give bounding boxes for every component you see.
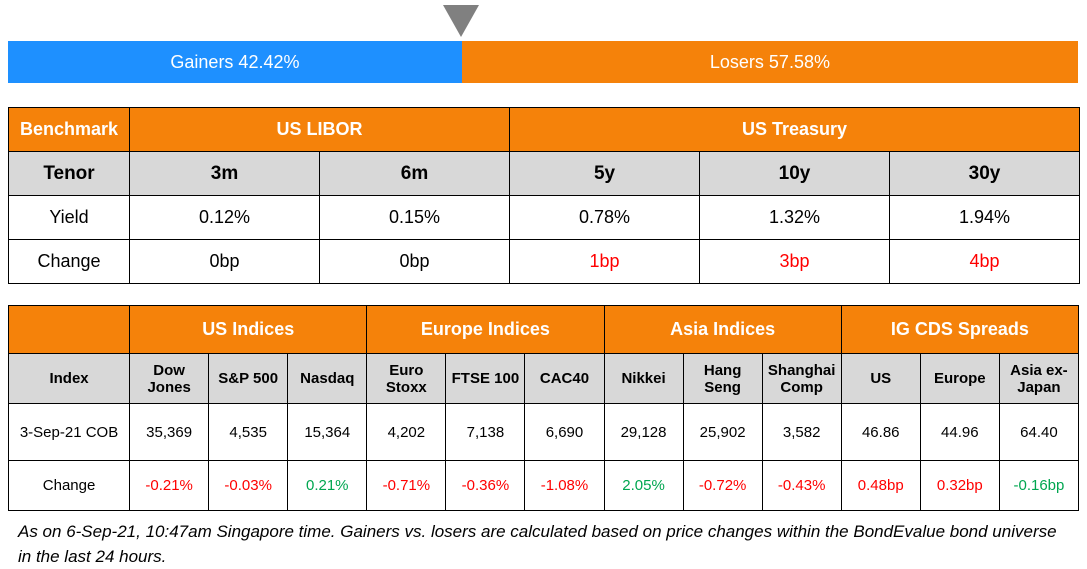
- index-value-cell: 25,902: [682, 403, 763, 461]
- index-column-header: Dow Jones: [129, 353, 210, 404]
- index-column-header-line: Japan: [1017, 378, 1061, 396]
- index-column-header-line: US: [870, 370, 892, 387]
- us-libor-header: US LIBOR: [128, 107, 511, 152]
- index-change-cell: 0.21%: [287, 460, 368, 511]
- index-column-header: Hang Seng: [682, 353, 763, 404]
- blank-header: [7, 305, 131, 354]
- index-value-cell: 46.86: [840, 403, 921, 461]
- rates-table: Benchmark US LIBOR US Treasury Tenor 3m …: [8, 107, 1081, 284]
- index-column-header-line: Stoxx: [385, 378, 427, 396]
- index-column-header-line: Shanghai: [767, 361, 836, 379]
- rate-change-cell: 0bp: [129, 239, 320, 284]
- index-change-cell: -0.03%: [208, 460, 289, 511]
- index-column-header-line: Dow: [153, 361, 185, 379]
- yield-cell: 0.78%: [509, 195, 701, 240]
- index-label: Index: [7, 353, 131, 404]
- change-label: Change: [8, 239, 130, 284]
- index-column-header: Shanghai Comp: [761, 353, 842, 404]
- index-change-cell: -0.71%: [366, 460, 447, 511]
- index-column-header-line: Nasdaq: [300, 370, 355, 387]
- index-change-cell: 2.05%: [603, 460, 684, 511]
- index-column-header: S&P 500: [208, 353, 289, 404]
- index-column-header-line: Nikkei: [621, 370, 666, 387]
- ig-cds-spreads-header: IG CDS Spreads: [840, 305, 1080, 354]
- footnote: As on 6-Sep-21, 10:47am Singapore time. …: [18, 522, 1057, 566]
- index-change-cell: -0.21%: [129, 460, 210, 511]
- index-value-cell: 35,369: [129, 403, 210, 461]
- index-column-header: Europe: [919, 353, 1000, 404]
- us-treasury-header: US Treasury: [509, 107, 1081, 152]
- europe-indices-header: Europe Indices: [366, 305, 605, 354]
- index-change-cell: -0.36%: [445, 460, 526, 511]
- rate-change-cell: 0bp: [318, 239, 511, 284]
- tenor-cell: 6m: [318, 151, 511, 196]
- index-value-cell: 4,202: [366, 403, 447, 461]
- index-value-cell: 7,138: [445, 403, 526, 461]
- index-value-cell: 44.96: [919, 403, 1000, 461]
- index-column-header-line: Jones: [147, 378, 191, 396]
- date-label: 3-Sep-21 COB: [7, 403, 131, 461]
- index-column-header-line: Europe: [933, 370, 986, 387]
- yield-cell: 1.32%: [699, 195, 891, 240]
- change-label: Change: [7, 460, 131, 511]
- indices-table: US Indices Europe Indices Asia Indices I…: [7, 305, 1080, 511]
- index-column-header-line: Euro: [389, 361, 424, 379]
- index-column-header: Nikkei: [603, 353, 684, 404]
- index-value-cell: 29,128: [603, 403, 684, 461]
- index-column-header-line: FTSE 100: [451, 370, 520, 387]
- index-value-cell: 15,364: [287, 403, 368, 461]
- yield-cell: 0.15%: [318, 195, 511, 240]
- index-change-cell: -0.16bp: [998, 460, 1080, 511]
- index-column-header-line: S&P 500: [218, 370, 279, 387]
- index-value-cell: 4,535: [208, 403, 289, 461]
- tenor-cell: 10y: [699, 151, 891, 196]
- index-change-cell: -0.43%: [761, 460, 842, 511]
- index-change-cell: -0.72%: [682, 460, 763, 511]
- rate-change-cell: 3bp: [699, 239, 891, 284]
- index-value-cell: 64.40: [998, 403, 1080, 461]
- index-change-cell: 0.48bp: [840, 460, 921, 511]
- yield-cell: 0.12%: [129, 195, 320, 240]
- breadth-pointer-icon: [443, 5, 479, 37]
- index-column-header: CAC40: [524, 353, 605, 404]
- index-column-header-line: Hang: [703, 361, 742, 379]
- index-change-cell: 0.32bp: [919, 460, 1000, 511]
- tenor-cell: 30y: [889, 151, 1081, 196]
- tenor-label: Tenor: [8, 151, 130, 196]
- rate-change-cell: 1bp: [509, 239, 701, 284]
- yield-cell: 1.94%: [889, 195, 1081, 240]
- index-column-header: FTSE 100: [445, 353, 526, 404]
- index-column-header: US: [840, 353, 921, 404]
- asia-indices-header: Asia Indices: [603, 305, 842, 354]
- us-indices-header: US Indices: [129, 305, 368, 354]
- index-column-header-line: Seng: [704, 378, 741, 396]
- index-column-header-line: CAC40: [539, 370, 590, 387]
- losers-segment: Losers 57.58%: [461, 41, 1078, 83]
- index-value-cell: 6,690: [524, 403, 605, 461]
- gainers-segment: Gainers 42.42%: [8, 41, 462, 83]
- yield-label: Yield: [8, 195, 130, 240]
- index-column-header: Nasdaq: [287, 353, 368, 404]
- index-value-cell: 3,582: [761, 403, 842, 461]
- rate-change-cell: 4bp: [889, 239, 1081, 284]
- index-change-cell: -1.08%: [524, 460, 605, 511]
- benchmark-header: Benchmark: [8, 107, 130, 152]
- gainers-losers-bar: Gainers 42.42% Losers 57.58%: [8, 41, 1078, 83]
- tenor-cell: 3m: [129, 151, 320, 196]
- index-column-header-line: Comp: [780, 378, 823, 396]
- index-column-header: Asia ex- Japan: [998, 353, 1080, 404]
- index-column-header: Euro Stoxx: [366, 353, 447, 404]
- tenor-cell: 5y: [509, 151, 701, 196]
- index-column-header-line: Asia ex-: [1010, 361, 1068, 379]
